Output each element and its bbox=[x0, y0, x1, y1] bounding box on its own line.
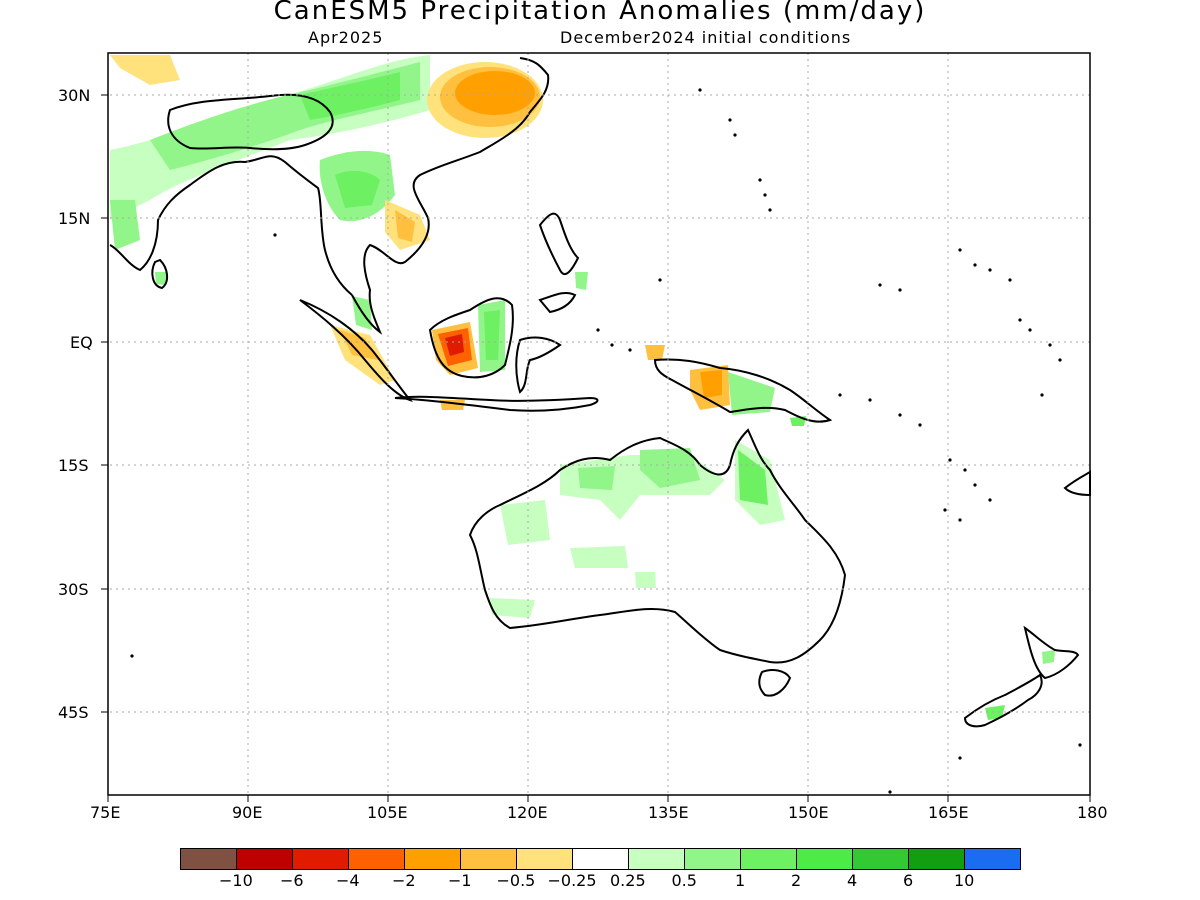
colorbar-swatch bbox=[404, 848, 461, 870]
lon-label-135e: 135E bbox=[648, 803, 689, 822]
colorbar-label: −1 bbox=[448, 871, 472, 890]
anomaly-shading bbox=[110, 55, 1055, 720]
colorbar-swatch bbox=[964, 848, 1021, 870]
lon-label-75e: 75E bbox=[90, 803, 121, 822]
lon-label-180: 180 bbox=[1077, 803, 1108, 822]
colorbar-swatch bbox=[684, 848, 741, 870]
map-frame bbox=[107, 52, 1091, 796]
colorbar-swatch bbox=[572, 848, 629, 870]
colorbar-label: −6 bbox=[280, 871, 304, 890]
colorbar-swatch bbox=[852, 848, 909, 870]
lat-label-30n: 30N bbox=[58, 86, 91, 105]
colorbar-swatch bbox=[236, 848, 293, 870]
colorbar-label: 1 bbox=[735, 871, 746, 890]
lat-label-15s: 15S bbox=[58, 456, 89, 475]
colorbar-swatch bbox=[740, 848, 797, 870]
gridlines bbox=[110, 53, 1090, 795]
colorbar-label: 4 bbox=[847, 871, 858, 890]
colorbar-swatch bbox=[908, 848, 965, 870]
colorbar-swatch bbox=[292, 848, 349, 870]
colorbar-swatch bbox=[628, 848, 685, 870]
colorbar-label: 0.5 bbox=[671, 871, 697, 890]
map-title: CanESM5 Precipitation Anomalies (mm/day) bbox=[273, 0, 927, 26]
colorbar-swatch bbox=[796, 848, 853, 870]
lat-label-eq: EQ bbox=[70, 333, 93, 352]
lon-label-105e: 105E bbox=[367, 803, 408, 822]
colorbar-swatch bbox=[516, 848, 573, 870]
lon-label-165e: 165E bbox=[928, 803, 969, 822]
lat-label-15n: 15N bbox=[58, 209, 91, 228]
colorbar-label: 10 bbox=[954, 871, 975, 890]
lat-label-45s: 45S bbox=[58, 703, 89, 722]
colorbar-swatch bbox=[180, 848, 237, 870]
colorbar-swatch bbox=[348, 848, 405, 870]
lon-label-150e: 150E bbox=[788, 803, 829, 822]
colorbar-swatch bbox=[460, 848, 517, 870]
lon-label-120e: 120E bbox=[507, 803, 548, 822]
small-islands bbox=[130, 88, 1082, 794]
colorbar-label: 2 bbox=[791, 871, 802, 890]
lon-label-90e: 90E bbox=[232, 803, 263, 822]
axis-ticks bbox=[101, 94, 1091, 802]
colorbar-label: 6 bbox=[903, 871, 914, 890]
colorbar-label: −0.5 bbox=[496, 871, 536, 890]
colorbar-label: −4 bbox=[336, 871, 360, 890]
colorbar-label: −0.25 bbox=[547, 871, 597, 890]
init-conditions: December2024 initial conditions bbox=[560, 28, 852, 47]
lat-label-30s: 30S bbox=[58, 580, 89, 599]
colorbar-label: 0.25 bbox=[610, 871, 646, 890]
coastlines bbox=[109, 57, 1091, 728]
valid-month: Apr2025 bbox=[308, 28, 384, 47]
colorbar-label: −2 bbox=[392, 871, 416, 890]
colorbar-label: −10 bbox=[219, 871, 253, 890]
